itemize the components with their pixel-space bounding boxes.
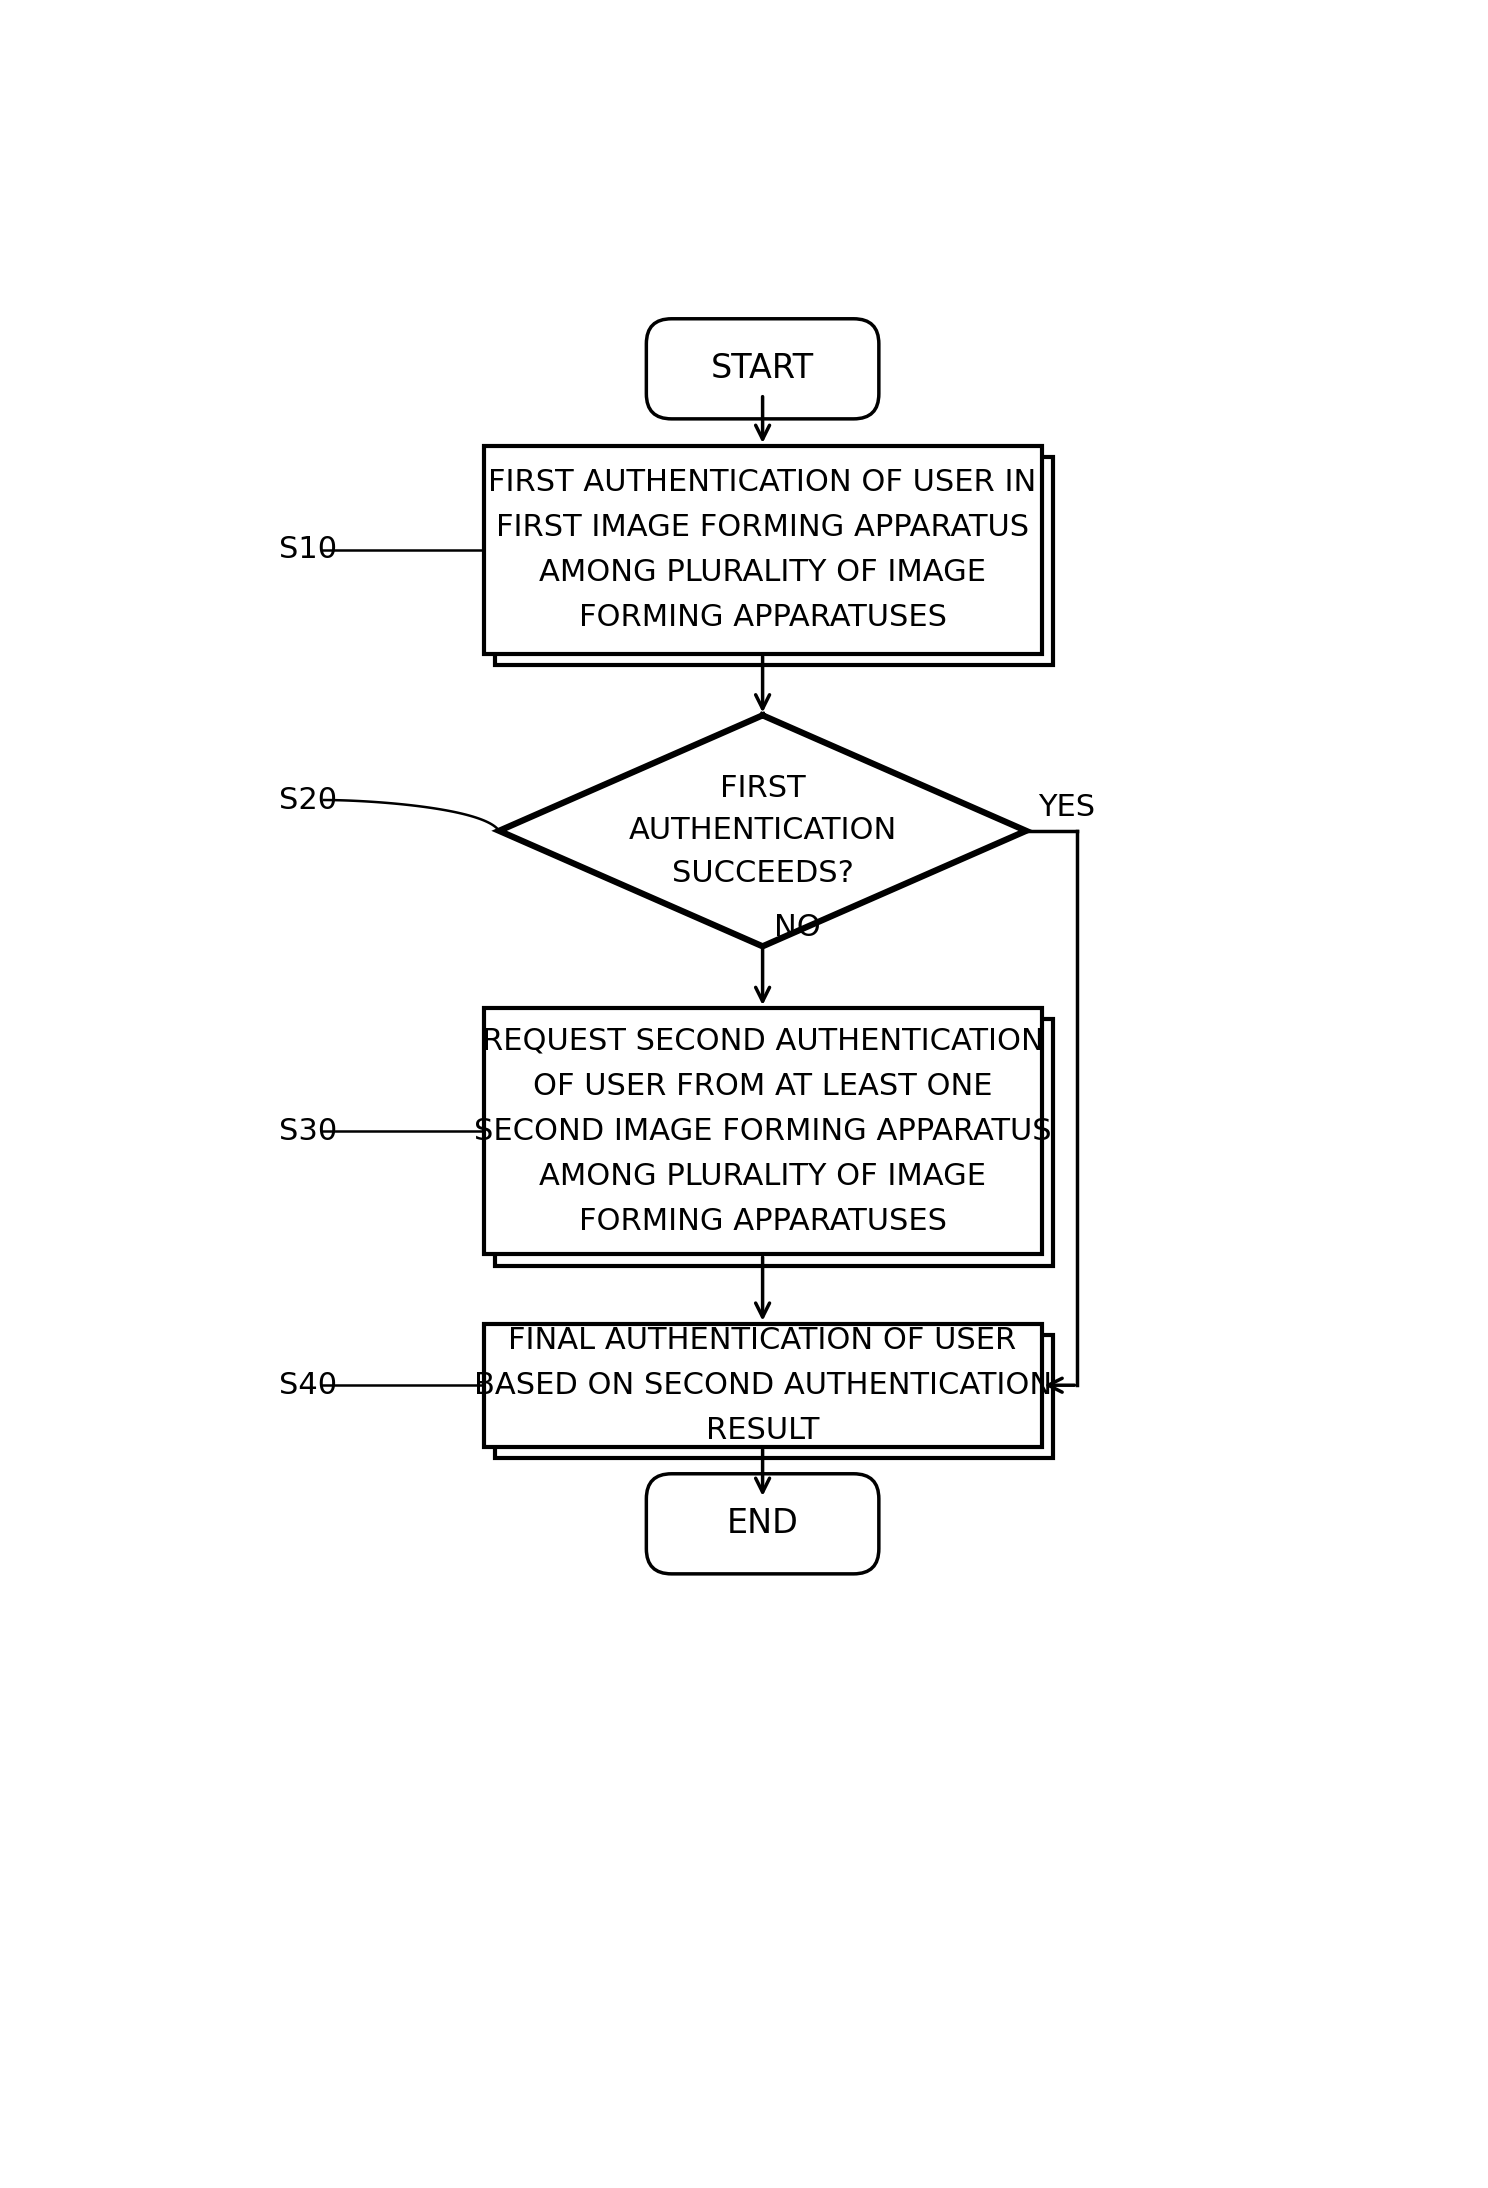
FancyBboxPatch shape (484, 1324, 1042, 1446)
Text: FINAL AUTHENTICATION OF USER
BASED ON SECOND AUTHENTICATION
RESULT: FINAL AUTHENTICATION OF USER BASED ON SE… (473, 1326, 1052, 1444)
FancyBboxPatch shape (646, 1475, 879, 1573)
Text: S30: S30 (280, 1116, 338, 1147)
Text: S40: S40 (280, 1370, 338, 1400)
Text: FIRST
AUTHENTICATION
SUCCEEDS?: FIRST AUTHENTICATION SUCCEEDS? (628, 775, 897, 888)
Text: START: START (711, 352, 814, 385)
FancyBboxPatch shape (484, 446, 1042, 654)
Text: END: END (726, 1508, 799, 1540)
FancyBboxPatch shape (496, 457, 1054, 665)
Text: NO: NO (774, 912, 821, 943)
Text: FIRST AUTHENTICATION OF USER IN
FIRST IMAGE FORMING APPARATUS
AMONG PLURALITY OF: FIRST AUTHENTICATION OF USER IN FIRST IM… (488, 468, 1037, 632)
FancyBboxPatch shape (646, 319, 879, 418)
FancyBboxPatch shape (484, 1009, 1042, 1254)
FancyBboxPatch shape (496, 1020, 1054, 1267)
Text: REQUEST SECOND AUTHENTICATION
OF USER FROM AT LEAST ONE
SECOND IMAGE FORMING APP: REQUEST SECOND AUTHENTICATION OF USER FR… (473, 1026, 1052, 1236)
Text: YES: YES (1037, 792, 1095, 820)
Text: S10: S10 (280, 536, 338, 565)
FancyBboxPatch shape (496, 1335, 1054, 1459)
Text: S20: S20 (280, 785, 338, 814)
